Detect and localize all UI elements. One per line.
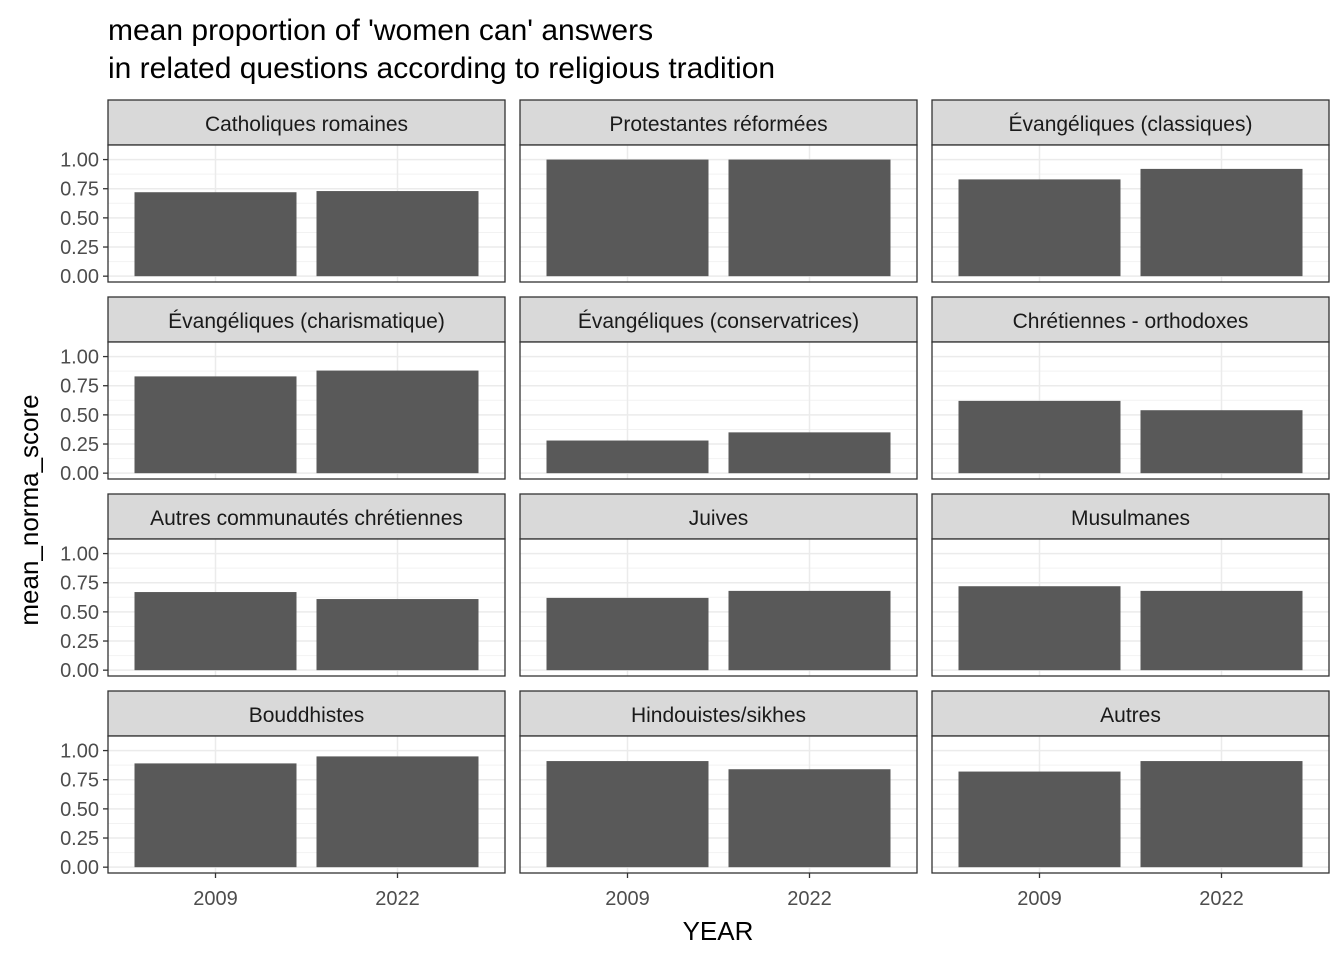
bar	[546, 159, 709, 277]
x-axis-label: YEAR	[683, 916, 754, 946]
y-tick-label: 0.50	[60, 799, 99, 821]
bar	[316, 599, 479, 671]
bar	[134, 763, 297, 868]
y-tick-label: 0.00	[60, 857, 99, 879]
facet-strip	[931, 493, 1330, 540]
panel-border	[519, 538, 918, 677]
y-tick-label: 0.25	[60, 434, 99, 456]
panel-border	[931, 735, 1330, 874]
facet-strip	[519, 493, 918, 540]
x-tick-label: 2022	[787, 888, 832, 910]
facet-strip	[519, 690, 918, 737]
panel-border	[107, 538, 506, 677]
bar	[134, 192, 297, 277]
bar	[728, 590, 891, 671]
facet-strip-label: Évangéliques (conservatrices)	[578, 310, 859, 333]
bar	[728, 432, 891, 474]
facet-strip-label: Autres	[1100, 704, 1161, 727]
x-tick-label: 2022	[1199, 888, 1244, 910]
panel-border	[107, 144, 506, 283]
facet-strip	[931, 99, 1330, 146]
chart-title-line2: in related questions according to religi…	[108, 52, 775, 85]
bar	[316, 370, 479, 474]
bar	[546, 761, 709, 868]
facet-strip-label: Juives	[689, 507, 749, 530]
bar	[728, 769, 891, 868]
x-tick-label: 2022	[375, 888, 420, 910]
y-axis-label: mean_norma_score	[14, 394, 44, 625]
y-tick-label: 0.50	[60, 602, 99, 624]
y-tick-label: 0.00	[60, 266, 99, 288]
bar	[1140, 590, 1303, 671]
bar	[958, 179, 1121, 277]
bar	[316, 191, 479, 277]
panel-border	[931, 144, 1330, 283]
y-tick-label: 0.25	[60, 631, 99, 653]
bar	[316, 756, 479, 868]
y-tick-label: 1.00	[60, 347, 99, 369]
facet-strip	[519, 296, 918, 343]
y-tick-label: 1.00	[60, 544, 99, 566]
bar	[1140, 168, 1303, 277]
bar	[958, 586, 1121, 671]
y-tick-label: 0.00	[60, 463, 99, 485]
panel-border	[107, 341, 506, 480]
y-tick-label: 1.00	[60, 741, 99, 763]
bar	[546, 440, 709, 474]
bar	[134, 376, 297, 474]
y-tick-label: 0.50	[60, 208, 99, 230]
y-tick-label: 0.75	[60, 376, 99, 398]
bar	[958, 771, 1121, 868]
facet-panels: Catholiques romaines 0.00 0.25 0.50 0.75 1.00…	[60, 99, 1330, 910]
panel-border	[107, 735, 506, 874]
y-tick-label: 0.75	[60, 770, 99, 792]
chart-title-line1: mean proportion of 'women can' answers	[108, 14, 653, 47]
facet-strip-label: Chrétiennes - orthodoxes	[1013, 310, 1249, 333]
panel-border	[931, 538, 1330, 677]
facet-strip-label: Catholiques romaines	[205, 113, 408, 136]
facet-strip	[931, 296, 1330, 343]
y-tick-label: 1.00	[60, 150, 99, 172]
facet-strip	[107, 493, 506, 540]
facet-strip-label: Protestantes réformées	[609, 113, 827, 136]
facet-strip	[107, 99, 506, 146]
facet-strip-label: Évangéliques (charismatique)	[168, 310, 445, 333]
x-tick-label: 2009	[1017, 888, 1062, 910]
y-tick-label: 0.25	[60, 237, 99, 259]
bar	[728, 159, 891, 277]
facet-strip-label: Autres communautés chrétiennes	[150, 507, 463, 530]
bar	[134, 592, 297, 671]
facet-strip	[931, 690, 1330, 737]
facet-strip	[107, 690, 506, 737]
y-tick-label: 0.50	[60, 405, 99, 427]
facet-strip-label: Hindouistes/sikhes	[631, 704, 806, 727]
panel-border	[519, 144, 918, 283]
y-tick-label: 0.25	[60, 828, 99, 850]
bar	[546, 597, 709, 671]
bar	[1140, 761, 1303, 868]
bar	[1140, 410, 1303, 474]
bar	[958, 400, 1121, 474]
panel-border	[931, 341, 1330, 480]
facet-strip-label: Musulmanes	[1071, 507, 1190, 530]
y-tick-label: 0.75	[60, 179, 99, 201]
x-tick-label: 2009	[193, 888, 238, 910]
facet-strip-label: Évangéliques (classiques)	[1009, 113, 1253, 136]
panel-border	[519, 341, 918, 480]
x-tick-label: 2009	[605, 888, 650, 910]
panel-border	[519, 735, 918, 874]
y-tick-label: 0.75	[60, 573, 99, 595]
y-tick-label: 0.00	[60, 660, 99, 682]
facet-strip-label: Bouddhistes	[249, 704, 365, 727]
